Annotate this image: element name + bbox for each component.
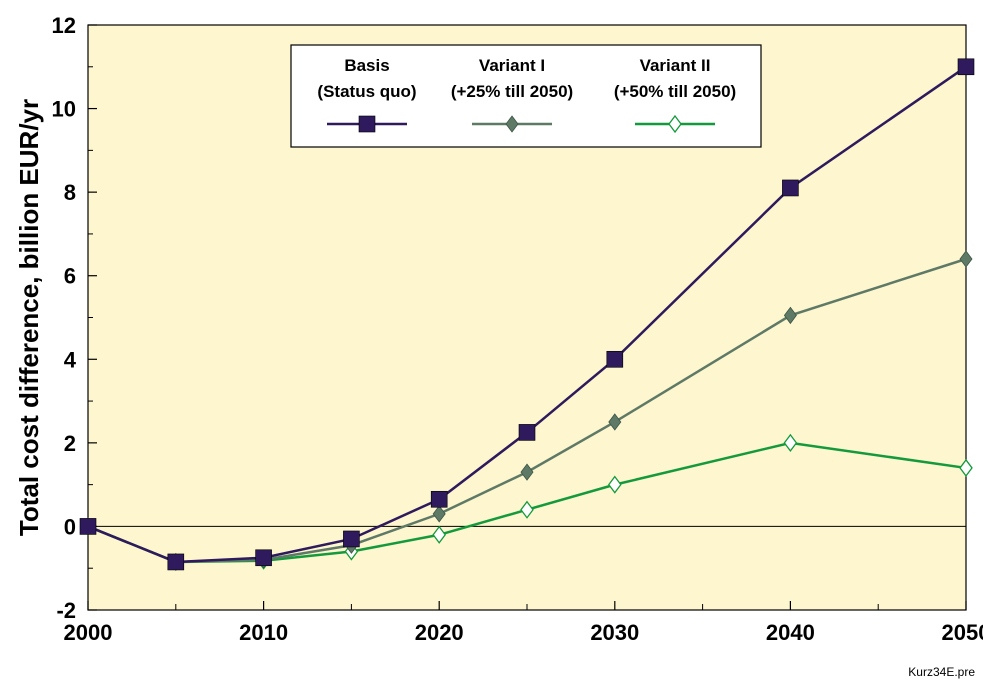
x-tick-label: 2020 — [415, 620, 464, 645]
y-tick-label: -2 — [56, 598, 76, 623]
legend-marker — [668, 114, 682, 134]
y-tick-label: 12 — [52, 13, 76, 38]
data-point — [959, 250, 973, 268]
legend-label: Variant I — [479, 56, 545, 75]
legend: Basis (Status quo) Variant I (+25% till 205… — [290, 44, 762, 148]
y-axis-title: Total cost difference, billion EUR/yr — [14, 99, 44, 536]
data-point — [957, 58, 975, 76]
data-point — [518, 424, 536, 441]
series-group — [79, 58, 975, 572]
data-point — [167, 553, 185, 571]
data-point — [432, 505, 446, 523]
legend-label: Variant II — [640, 56, 711, 75]
axes-group: -2 0 2 4 6 8 10 12 2000 2010 2020 2030 2040 2050 — [52, 13, 983, 645]
data-point — [608, 413, 622, 431]
y-tick-label: 10 — [52, 97, 76, 122]
data-point — [782, 179, 799, 197]
data-point — [520, 500, 534, 519]
data-point — [520, 463, 534, 481]
x-tick-label: 2000 — [64, 620, 113, 645]
legend-marker — [358, 115, 376, 133]
legend-sublabel: (Status quo) — [317, 82, 416, 101]
y-tick-label: 6 — [64, 264, 76, 289]
data-point — [783, 433, 798, 452]
data-point — [607, 475, 622, 494]
series-basis — [79, 58, 975, 571]
data-point — [79, 518, 97, 535]
y-tick-label: 0 — [64, 514, 76, 539]
legend-sublabel: (+25% till 2050) — [451, 82, 573, 101]
data-point — [432, 525, 447, 544]
legend-label: Basis — [344, 56, 389, 75]
footnote: Kurz34E.pre — [908, 665, 975, 679]
data-point — [430, 490, 448, 508]
y-tick-label: 4 — [64, 347, 77, 372]
legend-sublabel: (+50% till 2050) — [614, 82, 736, 101]
x-tick-label: 2030 — [590, 620, 639, 645]
data-point — [783, 306, 797, 325]
data-point — [343, 530, 360, 548]
y-tick-label: 8 — [64, 180, 76, 205]
legend-marker — [505, 115, 519, 133]
data-point — [255, 549, 272, 567]
y-tick-label: 2 — [64, 431, 76, 456]
data-point — [606, 350, 624, 368]
x-tick-label: 2010 — [239, 620, 288, 645]
x-tick-label: 2050 — [942, 620, 983, 645]
data-point — [959, 458, 973, 478]
x-tick-label: 2040 — [766, 620, 815, 645]
